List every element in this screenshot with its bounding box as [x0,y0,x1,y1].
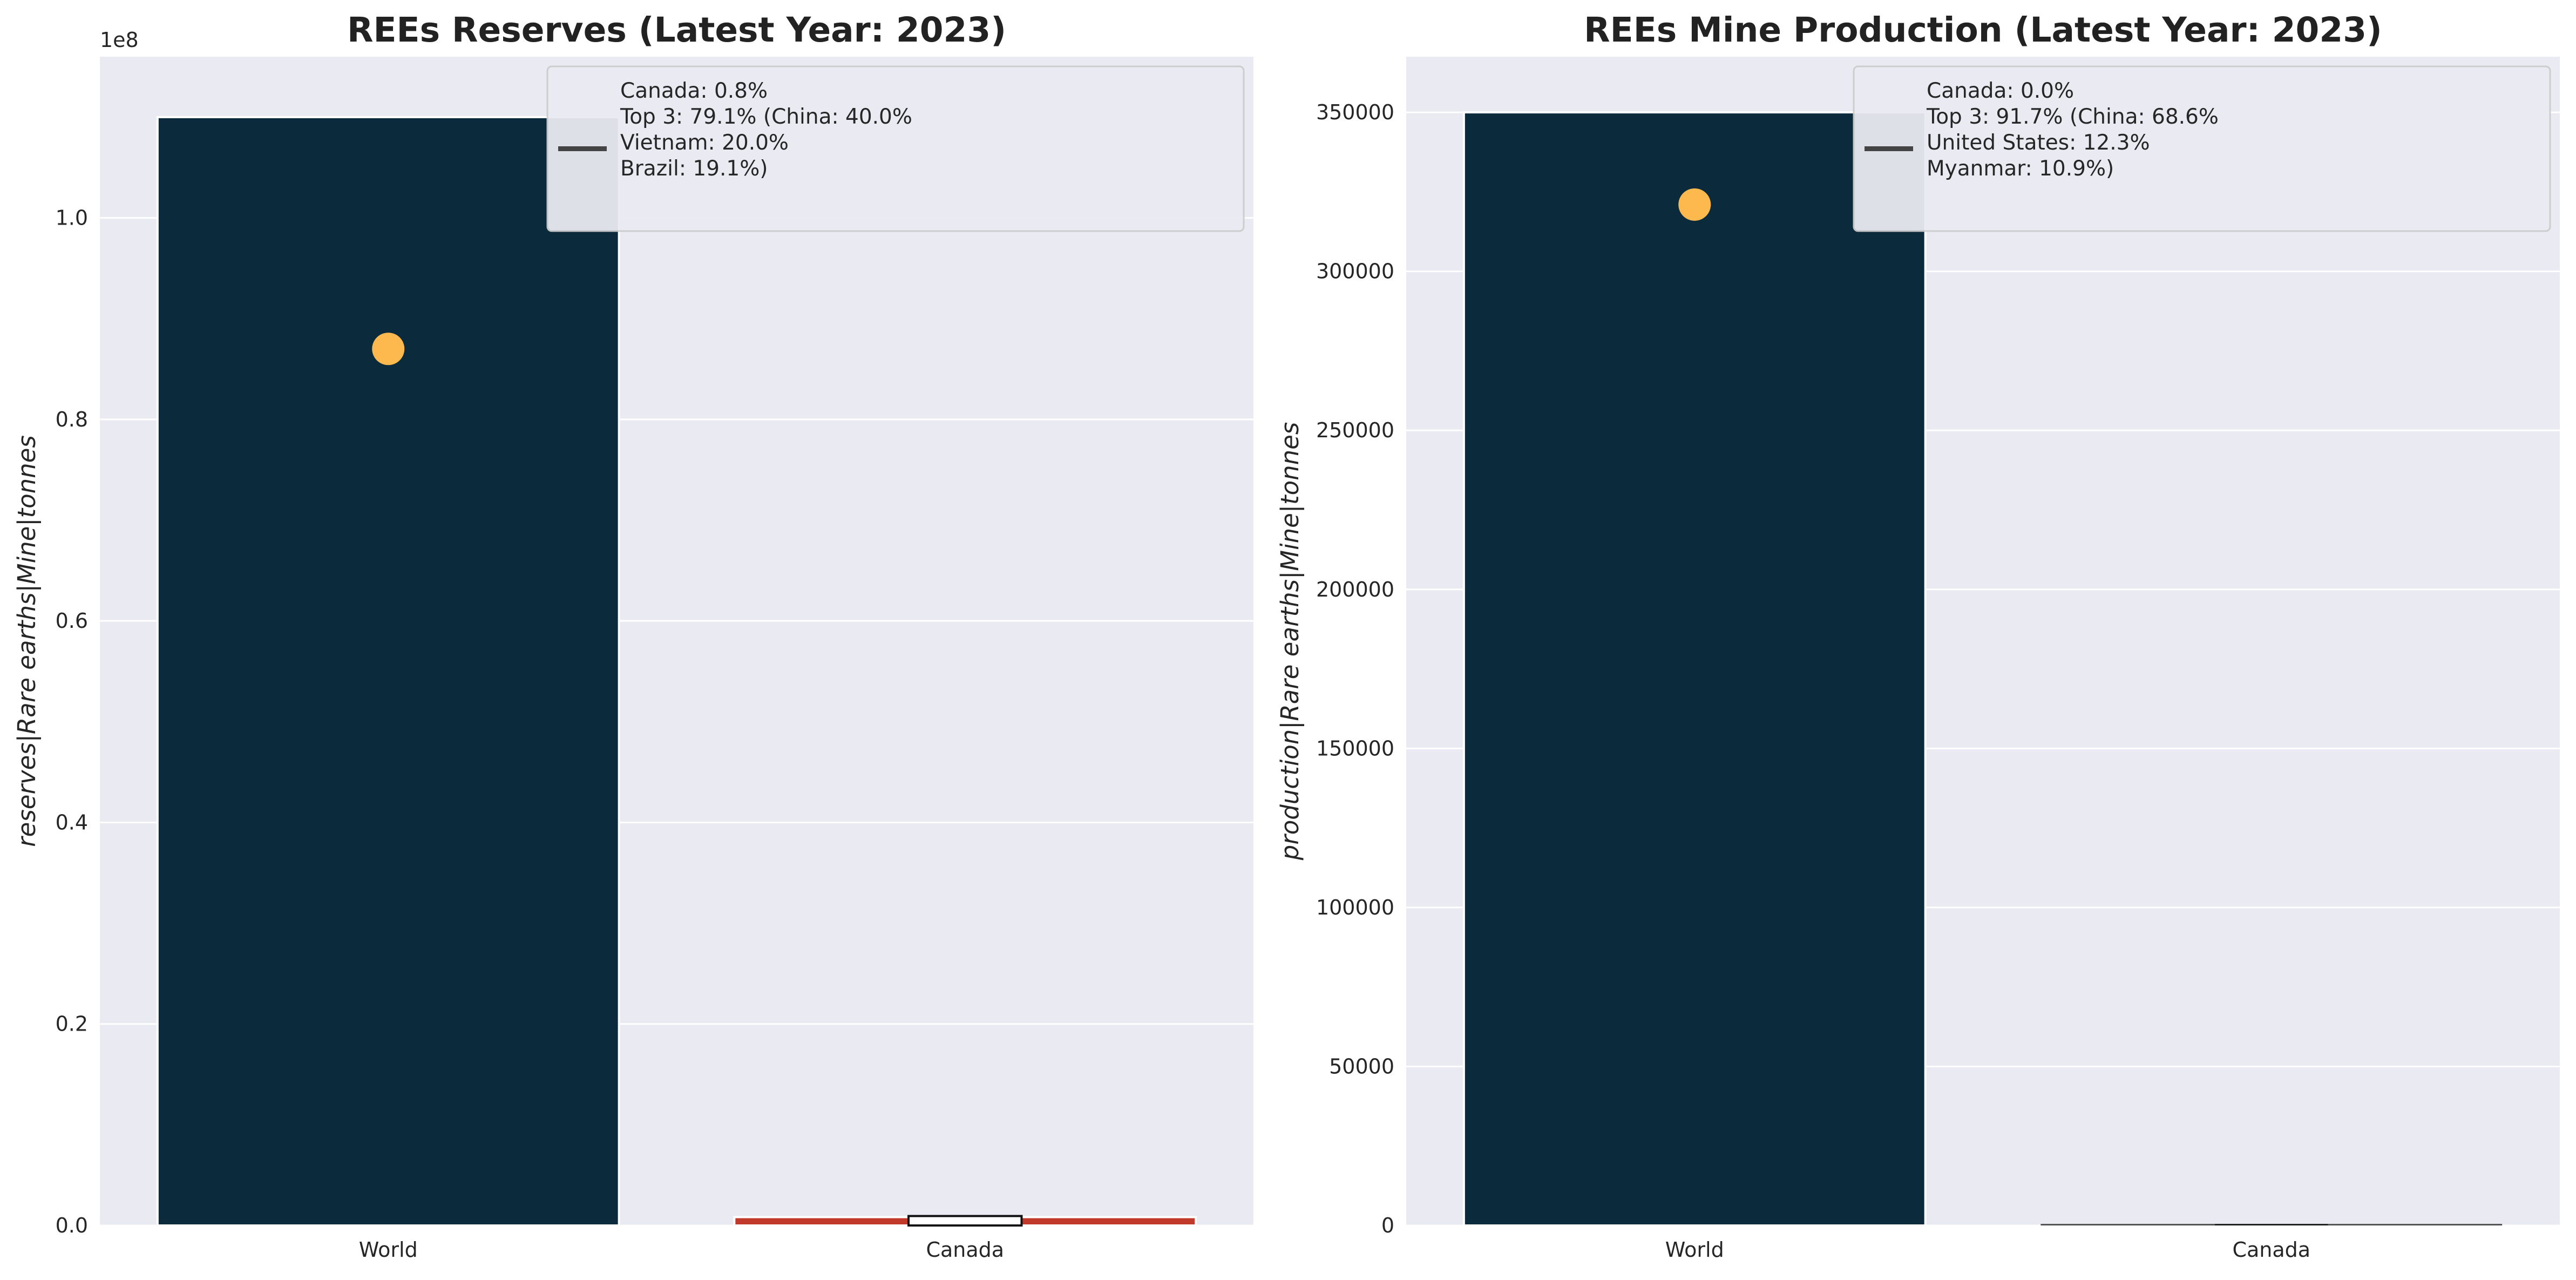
reserves-panel: 0.0 0.2 0.4 0.6 0.8 1.0 World Canada REEs Reserv… [12,10,1253,1262]
production-canada-highlight-box [2215,1224,2328,1225]
reserves-legend-entry: Top 3: 79.1% (China: 40.0% [620,105,912,129]
production-legend: Canada: 0.0%Top 3: 91.7% (China: 68.6%Un… [1853,65,2551,232]
reserves-ytick-label: 0.6 [56,609,88,633]
reserves-legend-entry: Canada: 0.8% [620,79,768,103]
reserves-legend-box [546,65,1245,232]
reserves-legend-entry: Vietnam: 20.0% [620,131,789,155]
reserves-xtick-label: World [359,1238,418,1262]
reserves-chart-title: REEs Reserves (Latest Year: 2023) [347,10,1006,50]
production-legend-entry: United States: 12.3% [1927,131,2150,155]
reserves-axis-offset-label: 1e8 [100,28,139,52]
production-ytick-label: 200000 [1316,578,1394,601]
production-bar-world [1462,111,1927,1227]
production-ytick-label: 150000 [1316,736,1394,760]
reserves-top3-marker [372,333,405,365]
reserves-bar-world [156,116,620,1227]
reserves-ytick-label: 1.0 [56,206,88,230]
production-y-axis-label: production|Rare earths|Mine|tonnes [1276,422,1304,861]
production-ytick-label: 250000 [1316,418,1394,442]
production-ytick-label: 0 [1381,1214,1394,1237]
production-ytick-label: 350000 [1316,100,1394,124]
production-chart-title: REEs Mine Production (Latest Year: 2023) [1584,10,2382,50]
production-legend-entry: Canada: 0.0% [1927,79,2074,103]
reserves-ytick-label: 0.0 [56,1214,88,1237]
production-legend-box [1853,65,2551,232]
reserves-canada-highlight-box [907,1215,1023,1227]
production-panel: 0 50000 100000 150000 200000 250000 300000 3500… [1276,10,2560,1262]
production-ytick-label: 100000 [1316,896,1394,919]
reserves-ytick-label: 0.2 [56,1012,88,1036]
production-ytick-label: 50000 [1329,1054,1394,1078]
reserves-ytick-label: 0.4 [56,810,88,834]
production-xtick-label: Canada [2232,1238,2310,1262]
production-ytick-label: 300000 [1316,260,1394,283]
reserves-xtick-label: Canada [926,1238,1004,1262]
production-top3-marker [1678,188,1711,221]
reserves-legend-entry: Brazil: 19.1%) [620,157,768,181]
reserves-legend: Canada: 0.8%Top 3: 79.1% (China: 40.0%Vi… [546,65,1245,232]
reserves-y-axis-label: reserves|Rare earths|Mine|tonnes [12,435,41,847]
production-xtick-label: World [1665,1238,1724,1262]
production-legend-entry: Myanmar: 10.9%) [1927,157,2114,181]
production-legend-entry: Top 3: 91.7% (China: 68.6% [1926,105,2219,129]
reserves-ytick-label: 0.8 [56,408,88,431]
